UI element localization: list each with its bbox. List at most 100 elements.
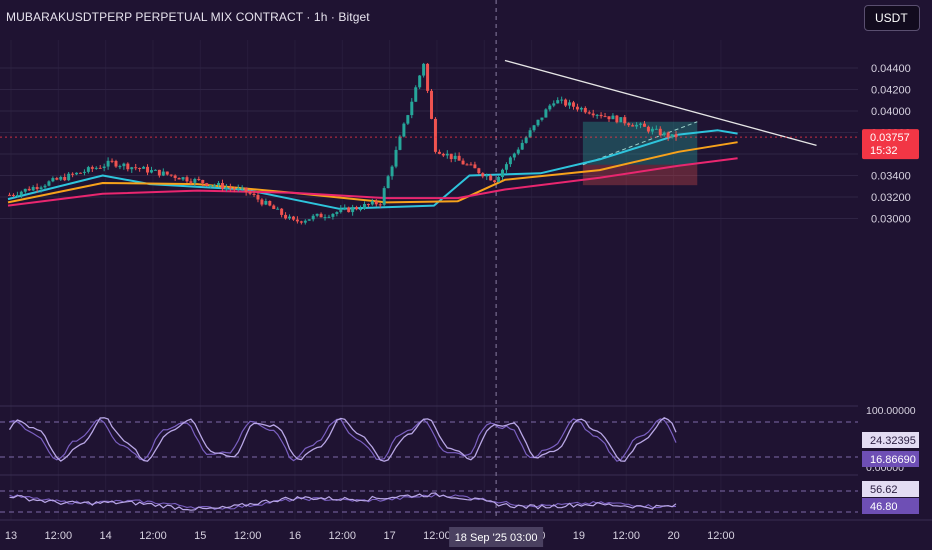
candle-body [299, 221, 303, 223]
candle-body [256, 195, 260, 200]
candle-body [473, 164, 477, 169]
candle-body [386, 176, 390, 189]
candle-body [520, 142, 524, 150]
candle-body [595, 114, 599, 116]
grid-lines [0, 0, 932, 521]
candle-body [615, 115, 619, 123]
candle-body [564, 99, 568, 106]
candle-body [15, 195, 19, 197]
moving-average-line [7, 141, 738, 204]
candle-body [157, 169, 161, 176]
candle-body [599, 114, 603, 117]
candle-body [623, 117, 627, 124]
time-tick-label: 16 [289, 530, 301, 542]
last-price-value: 0.03757 [870, 132, 910, 144]
time-tick-label: 15 [194, 530, 206, 542]
candle-body [591, 113, 595, 116]
candle-body [39, 187, 43, 190]
time-tick-label: 12:00 [45, 530, 73, 542]
candle-body [118, 166, 122, 168]
candle-body [23, 188, 27, 192]
osc2-signal-value-bg [862, 498, 919, 514]
candle-body [106, 160, 110, 167]
candle-body [374, 201, 378, 205]
candle-body [453, 155, 457, 160]
candle-body [560, 99, 564, 101]
candle-body [347, 207, 351, 213]
candle-body [540, 117, 544, 120]
candle-body [469, 164, 473, 166]
candle-body [658, 128, 662, 136]
candle-body [264, 201, 268, 205]
candle-body [307, 219, 311, 221]
candle-body [220, 183, 224, 189]
candle-body [90, 167, 94, 169]
price-tick-label: 0.03400 [871, 171, 911, 183]
candle-body [402, 123, 406, 137]
candle-body [224, 187, 228, 189]
candle-body [260, 199, 264, 205]
candle-body [197, 178, 201, 180]
candle-body [437, 151, 441, 154]
osc-tick-label: 100.00000 [866, 405, 916, 417]
candle-body [362, 204, 366, 209]
candle-body [252, 193, 256, 196]
osc1-signal-value-bg [862, 451, 919, 467]
candle-body [619, 117, 623, 123]
candle-body [311, 215, 315, 220]
candle-body [63, 176, 67, 181]
trendline-group [0, 59, 858, 147]
candle-body [414, 87, 418, 102]
candle-body [639, 123, 643, 125]
candle-body [528, 130, 532, 138]
candle-body [583, 107, 587, 113]
candle-body [86, 167, 90, 172]
osc2-main-value: 56.62 [870, 484, 898, 496]
price-tick-label: 0.04000 [871, 106, 911, 118]
candle-body [366, 204, 370, 206]
candle-body [382, 188, 386, 205]
candle-body [78, 172, 82, 174]
candle-body [422, 63, 426, 76]
time-tick-label: 20 [667, 530, 679, 542]
candles [8, 62, 678, 225]
candle-body [75, 172, 79, 175]
candle-body [670, 134, 674, 138]
candle-body [67, 173, 71, 181]
candle-body [236, 188, 240, 190]
candle-body [501, 169, 504, 177]
candle-body [548, 105, 552, 110]
candle-body [461, 160, 465, 165]
candle-body [370, 201, 374, 205]
candle-body [642, 123, 646, 127]
moving-average-line [7, 157, 738, 207]
candle-body [568, 102, 572, 106]
candle-body [185, 177, 189, 182]
candle-body [430, 90, 434, 119]
currency-button[interactable]: USDT [864, 5, 920, 31]
candle-body [98, 167, 102, 169]
candle-body [378, 204, 382, 206]
trendline [504, 59, 817, 147]
candle-body [153, 169, 157, 171]
candle-body [627, 123, 631, 126]
candle-body [169, 174, 173, 176]
candle-body [209, 185, 213, 187]
candle-body [398, 136, 402, 150]
candle-body [161, 171, 165, 176]
candle-body [654, 128, 658, 130]
time-tick-label: 19 [573, 530, 585, 542]
candle-body [272, 205, 276, 210]
candle-body [134, 167, 138, 169]
candle-body [126, 163, 130, 170]
osc2-main-value-bg [862, 481, 919, 497]
candle-body [19, 191, 23, 196]
candle-body [35, 187, 39, 190]
candle-body [94, 167, 98, 169]
candle-body [662, 132, 666, 136]
candle-body [228, 187, 232, 189]
candle-body [55, 178, 59, 180]
candle-body [441, 153, 445, 156]
